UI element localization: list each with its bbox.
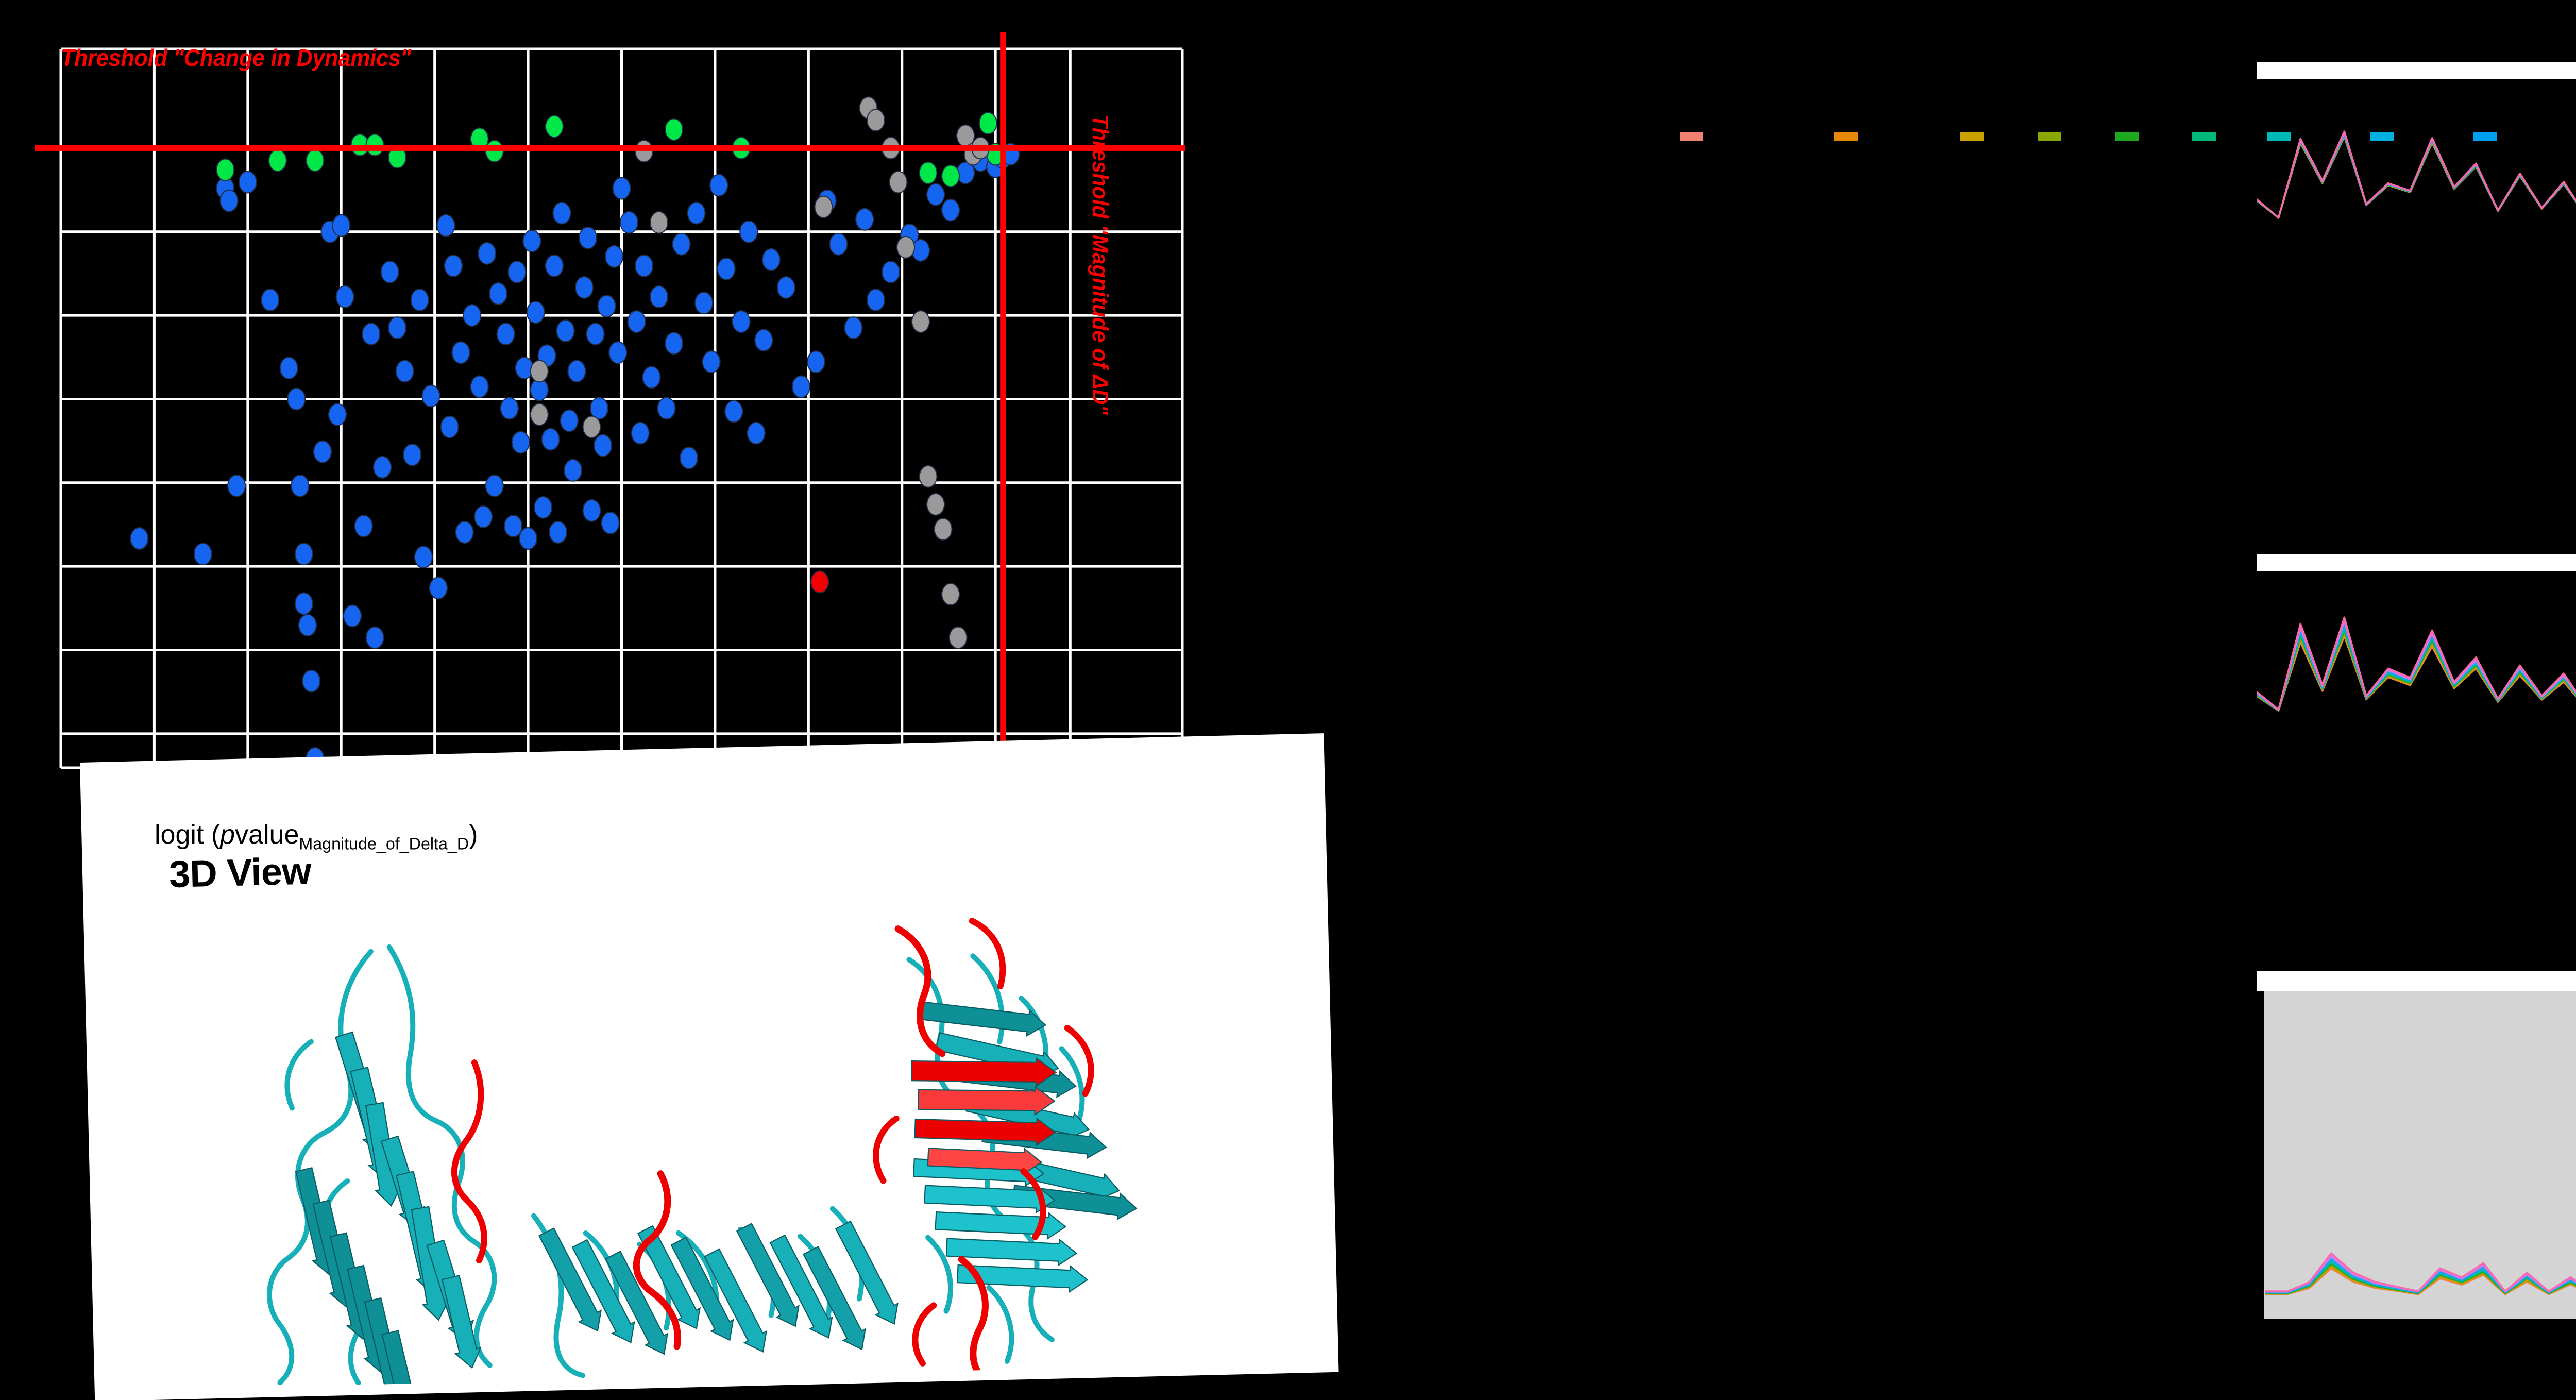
legend-swatch[interactable]	[2038, 132, 2061, 141]
legend-swatch[interactable]	[1834, 132, 1858, 141]
volcano-plot-svg[interactable]	[0, 0, 1350, 886]
protein-a-trace-plot[interactable]	[2257, 88, 2576, 242]
xlabel-part-value: value	[235, 820, 299, 850]
xlabel-part-logit: logit (	[155, 820, 221, 850]
legend-swatch[interactable]	[1680, 132, 1703, 141]
legend-swatch[interactable]	[2115, 132, 2139, 141]
volcano-x-axis-label: logit (pvalueMagnitude_of_Delta_D)	[155, 819, 478, 853]
volcano-datapoints	[130, 96, 1020, 770]
threshold-change-in-dynamics-label: Threshold "Change in Dynamics"	[61, 44, 412, 71]
volcano-plot-panel: Threshold "Change in Dynamics" Threshold…	[0, 0, 1350, 886]
panel-title-protein-a-ligand: Protein A + Ligand	[2257, 554, 2576, 571]
uptake-difference-plot-background	[2264, 991, 2576, 1319]
uptake-difference-frame	[2257, 991, 2576, 1319]
uptake-plots-panel: Protein A Protein A + Ligand Uptake Diff…	[1494, 0, 2576, 1400]
legend-swatch[interactable]	[1960, 132, 1984, 141]
three-d-view-title: 3D View	[168, 849, 312, 896]
uptake-difference-trace-plot[interactable]	[2264, 991, 2576, 1319]
legend-swatch[interactable]	[2192, 132, 2216, 141]
panel-title-protein-a: Protein A	[2257, 62, 2576, 79]
series-legend[interactable]	[1494, 126, 2576, 147]
protein-a-trace-lines	[2257, 130, 2576, 219]
xlabel-part-subscript: Magnitude_of_Delta_D	[299, 834, 469, 853]
protein-a-ligand-trace-plot[interactable]	[2257, 577, 2576, 732]
legend-swatch[interactable]	[2267, 132, 2291, 141]
panel-title-uptake-difference: Uptake Difference : Protein A - (Protein…	[2257, 971, 2576, 991]
ribbon-group	[266, 918, 1138, 1389]
uptake-difference-trace-lines	[2265, 1252, 2576, 1295]
uptake-difference-background-bands	[2264, 991, 2576, 1319]
legend-swatch[interactable]	[2370, 132, 2394, 141]
protein-ribbon-structure[interactable]	[187, 889, 1279, 1389]
threshold-magnitude-of-delta-d-label: Threshold "Magnitude of ΔD"	[1088, 114, 1113, 415]
xlabel-part-p: p	[220, 820, 235, 850]
three-d-view-card[interactable]: 3D View	[80, 733, 1339, 1400]
legend-swatch[interactable]	[2473, 132, 2497, 141]
protein-a-ligand-trace-lines	[2257, 616, 2576, 712]
xlabel-part-close: )	[469, 820, 478, 850]
volcano-gridlines	[59, 47, 1184, 769]
volcano-threshold-lines	[35, 32, 1185, 783]
